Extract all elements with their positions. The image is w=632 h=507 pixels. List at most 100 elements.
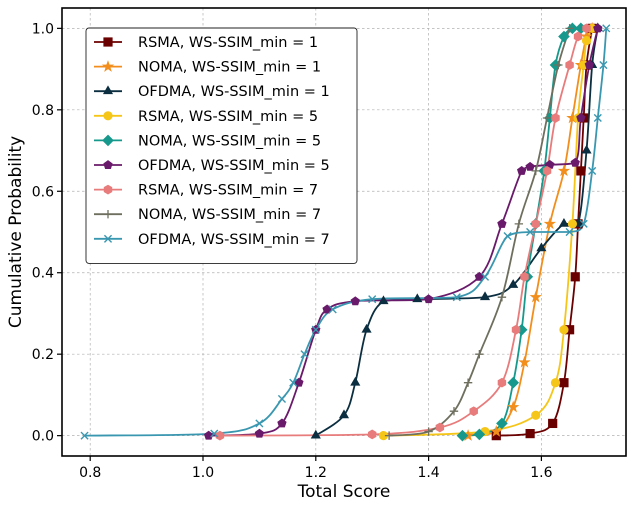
series-6-point [497,218,507,228]
series-4-point [531,410,541,420]
series-7-point [582,23,591,34]
series-9-point [593,113,602,123]
series-2-point [490,425,503,437]
legend-entry: OFDMA, WS-SSIM_min = 1 [138,84,330,100]
series-3-point [378,295,389,305]
series-1-point [570,272,580,282]
series-3-point [361,323,372,333]
series-8-point [475,349,484,359]
series-4-point [567,219,578,229]
series-9-point [599,60,608,70]
legend-marker [103,184,113,195]
series-markers [80,21,611,442]
series-7-point [367,429,377,440]
series-3-point [508,279,519,288]
series-6-point [350,296,360,306]
legend-entry: NOMA, WS-SSIM_min = 7 [138,207,321,223]
series-8-point [497,292,507,302]
plot-frame [61,7,627,457]
series-5-point [456,429,469,442]
series-4-point [559,325,569,335]
legend-marker [103,37,113,47]
series-9-point [300,350,309,359]
x-tick-label: 1.0 [192,465,214,481]
series-8-point [463,378,473,387]
y-tick-label: 0.2 [32,347,54,363]
series-3-point [558,218,570,227]
series-9-point [255,419,264,428]
series-9-point [328,305,337,314]
series-7-point [497,377,507,388]
series-9-point [588,166,597,175]
series-7-point [551,113,560,123]
y-tick-label: 0.6 [32,184,54,200]
series-8-point [542,113,552,123]
series-3-point [479,291,491,301]
y-tick-label: 0.0 [32,429,54,445]
series-6-point [203,430,214,440]
series-8-point [449,407,459,416]
series-2-point [518,355,531,368]
series-5-point [507,376,520,389]
series-8-point [554,60,563,70]
series-3-point [536,242,547,252]
series-9-point [277,394,287,404]
series-3-point [338,409,350,419]
series-8-point [384,431,394,440]
series-9-point [565,227,574,237]
series-6-point [516,166,527,175]
series-7-point [520,271,529,282]
y-axis-label: Cumulative Probability [6,136,26,328]
legend-marker [103,111,113,121]
axis-ticks: 0.8 1.0 1.2 1.4 1.6 0.0 0.2 0.4 0.6 0.8 1.0 [32,21,553,481]
series-9-point [368,295,377,304]
series-3-point [310,429,321,439]
series-6-point [277,418,287,428]
series-9-point [289,378,298,387]
x-tick-label: 0.8 [79,465,101,481]
series-6-point [525,161,535,171]
x-tick-label: 1.4 [417,465,439,481]
legend-marker [102,85,114,95]
series-2-point [529,290,542,303]
legend-entry: OFDMA, WS-SSIM_min = 7 [138,232,330,248]
series-7-point [511,324,521,335]
series-3-point [350,376,361,386]
legend-entry: NOMA, WS-SSIM_min = 1 [138,60,321,76]
series-6-point [254,428,265,438]
series-1-point [559,378,569,388]
series-6-point [423,294,434,304]
series-2-point [507,400,520,413]
series-9-point [579,219,588,228]
y-tick-label: 0.4 [32,266,54,282]
series-9-point [480,272,490,281]
legend-entry: RSMA, WS-SSIM_min = 7 [138,183,318,199]
legend-marker [103,210,113,219]
series-2-point [543,217,557,230]
series-9-point [602,24,611,33]
series-6-point [576,113,586,122]
series-5-point [496,417,508,430]
series-9-point [210,429,219,438]
legend-entry: RSMA, WS-SSIM_min = 1 [138,35,318,51]
series-7-point [565,60,574,70]
series-line-4 [383,27,593,437]
series-7-point [435,422,445,433]
series-2-point [557,164,571,177]
series-8-point [514,219,524,229]
series-9-point [80,431,89,440]
legend-marker [101,60,115,72]
legend-marker [103,234,113,243]
series-6-point [584,60,595,69]
legend-entry: NOMA, WS-SSIM_min = 5 [138,133,321,149]
series-7-point [469,406,478,417]
x-axis-label: Total Score [297,482,391,502]
series-1-point [548,418,558,429]
series-8-point [565,24,574,33]
series-3-point [581,144,592,154]
series-9-point [452,293,461,302]
x-tick-label: 1.6 [530,465,552,481]
series-7-point [542,166,552,176]
series-1-point [525,428,535,439]
